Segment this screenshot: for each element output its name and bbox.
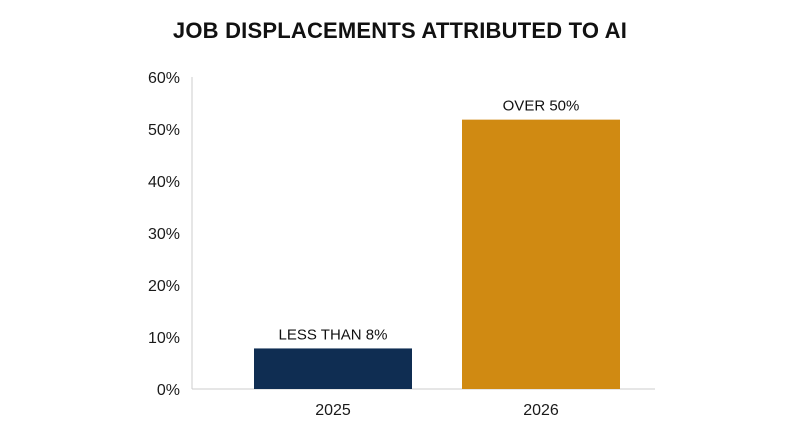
data-labels: LESS THAN 8% OVER 50% <box>279 98 580 344</box>
data-label-2026: OVER 50% <box>503 98 580 115</box>
bar-2026 <box>462 119 620 389</box>
y-tick-label: 30% <box>148 226 180 243</box>
y-tick-label: 0% <box>157 382 180 399</box>
x-tick-label-2026: 2026 <box>523 402 559 419</box>
x-axis-tick-labels: 2025 2026 <box>315 402 559 419</box>
y-tick-label: 60% <box>148 70 180 87</box>
y-axis-tick-labels: 0% 10% 20% 30% 40% 50% 60% <box>148 70 180 399</box>
bars <box>254 119 620 389</box>
y-tick-label: 20% <box>148 278 180 295</box>
x-tick-label-2025: 2025 <box>315 402 351 419</box>
y-tick-label: 10% <box>148 330 180 347</box>
y-tick-label: 40% <box>148 174 180 191</box>
y-tick-label: 50% <box>148 122 180 139</box>
bar-2025 <box>254 348 412 389</box>
data-label-2025: LESS THAN 8% <box>279 326 388 343</box>
chart-title: JOB DISPLACEMENTS ATTRIBUTED TO AI <box>172 18 628 43</box>
